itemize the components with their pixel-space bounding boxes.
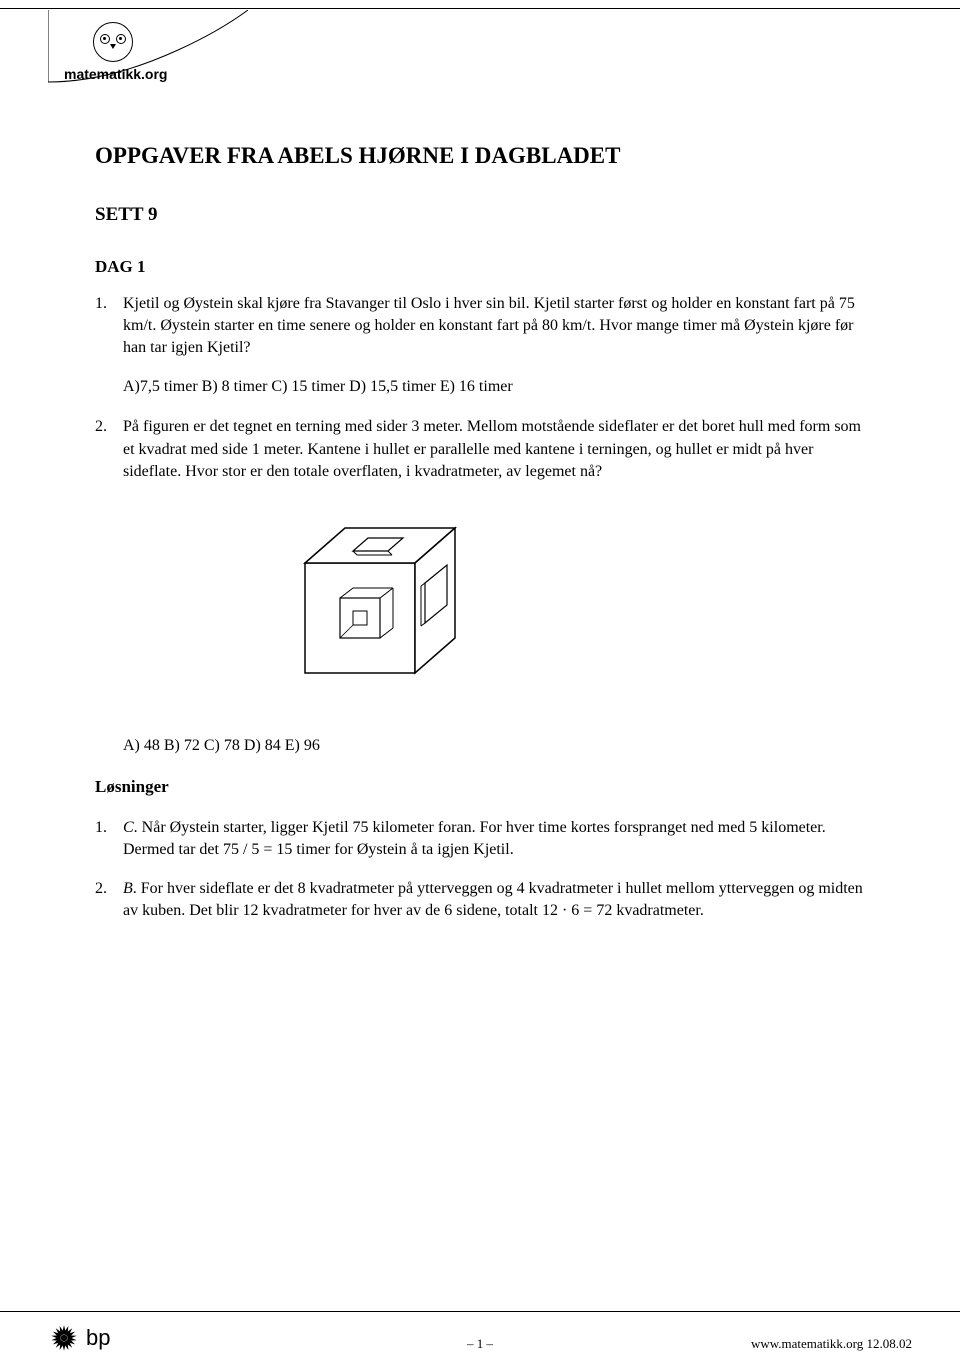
solution-2-letter: B — [123, 880, 133, 897]
question-1-text: Kjetil og Øystein skal kjøre fra Stavang… — [123, 293, 865, 360]
logo-text: matematikk.org — [64, 66, 167, 82]
solutions-heading: Løsninger — [95, 775, 865, 799]
question-2-options: A) 48 B) 72 C) 78 D) 84 E) 96 — [123, 735, 865, 757]
top-horizontal-rule — [0, 8, 960, 9]
solution-1-body: C. Når Øystein starter, ligger Kjetil 75… — [123, 817, 865, 862]
header-curve-svg — [48, 10, 248, 100]
question-1-options: A)7,5 timer B) 8 timer C) 15 timer D) 15… — [123, 376, 865, 398]
solution-2-number: 2. — [95, 878, 123, 923]
sub-title: SETT 9 — [95, 202, 865, 229]
footer-horizontal-rule — [0, 1311, 960, 1312]
cube-figure — [275, 503, 865, 710]
bp-sun-icon — [48, 1322, 80, 1354]
question-1-number: 1. — [95, 293, 123, 360]
question-2-text: På figuren er det tegnet en terning med … — [123, 416, 865, 483]
solution-1-text: . Når Øystein starter, ligger Kjetil 75 … — [123, 819, 826, 858]
question-2-number: 2. — [95, 416, 123, 483]
page-number: – 1 – — [467, 1336, 493, 1352]
header-logo-area: matematikk.org — [48, 10, 228, 100]
solution-2-body: B. For hver sideflate er det 8 kvadratme… — [123, 878, 865, 923]
main-title: OPPGAVER FRA ABELS HJØRNE I DAGBLADET — [95, 140, 865, 172]
solution-1-number: 1. — [95, 817, 123, 862]
cube-svg — [275, 503, 475, 703]
solution-1-letter: C — [123, 819, 134, 836]
bp-logo: bp — [48, 1322, 110, 1354]
section-title: DAG 1 — [95, 255, 865, 279]
owl-logo-icon — [93, 22, 133, 62]
bp-logo-text: bp — [86, 1325, 110, 1351]
solution-2: 2. B. For hver sideflate er det 8 kvadra… — [95, 878, 865, 923]
main-content: OPPGAVER FRA ABELS HJØRNE I DAGBLADET SE… — [95, 140, 865, 938]
solution-1: 1. C. Når Øystein starter, ligger Kjetil… — [95, 817, 865, 862]
footer-right-text: www.matematikk.org 12.08.02 — [751, 1336, 912, 1352]
question-2: 2. På figuren er det tegnet en terning m… — [95, 416, 865, 483]
solution-2-text: . For hver sideflate er det 8 kvadratmet… — [123, 880, 863, 919]
footer: bp – 1 – www.matematikk.org 12.08.02 — [48, 1318, 912, 1354]
question-1: 1. Kjetil og Øystein skal kjøre fra Stav… — [95, 293, 865, 360]
